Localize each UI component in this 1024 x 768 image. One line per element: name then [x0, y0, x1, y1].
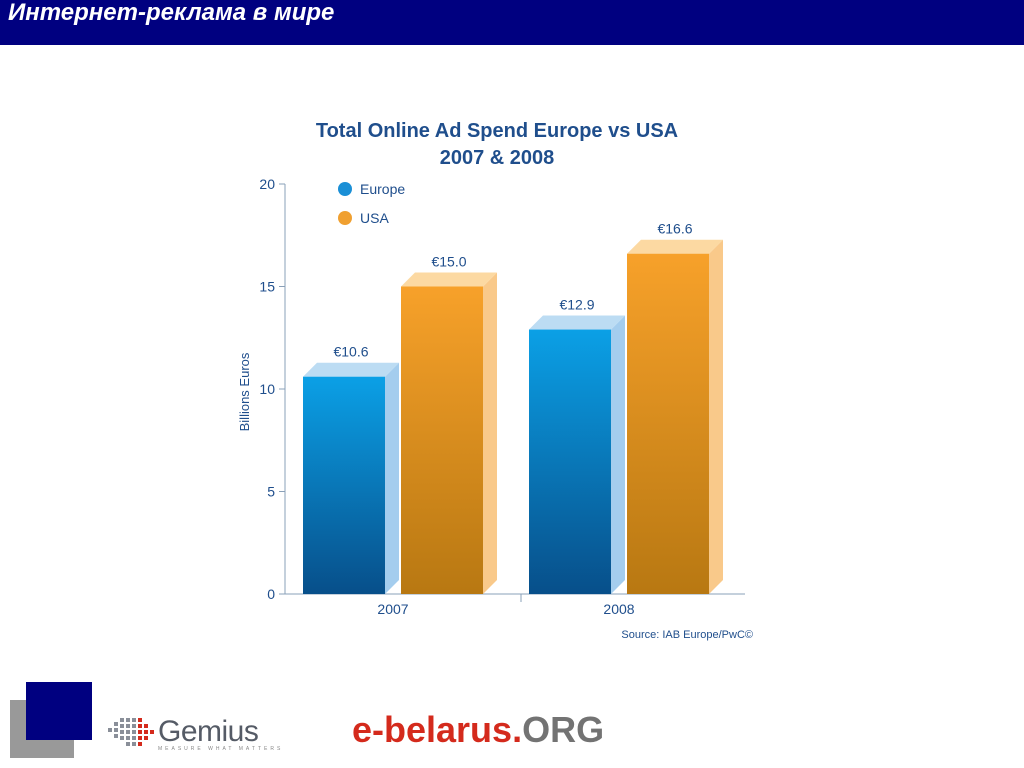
- legend-label-usa: USA: [360, 210, 389, 226]
- gemius-wordmark: Gemius: [158, 715, 259, 748]
- bar-side-usa: [709, 239, 723, 594]
- y-tick-label: 20: [259, 176, 275, 192]
- gemius-grid-icon: [108, 718, 154, 746]
- legend-marker-europe: [338, 182, 352, 196]
- legend-label-europe: Europe: [360, 181, 405, 197]
- bar-side-europe: [385, 362, 399, 594]
- gemius-tagline: MEASURE WHAT MATTERS: [158, 746, 284, 752]
- bar-europe: [529, 329, 611, 594]
- legend: Europe USA: [338, 181, 405, 226]
- data-label: €16.6: [657, 221, 692, 237]
- y-axis-label: Billions Euros: [237, 352, 252, 431]
- bar-top-usa: [627, 239, 723, 254]
- corner-decoration-navy: [26, 682, 92, 740]
- bars: €10.6 €15.0 €12.9 €16.6: [303, 221, 723, 594]
- bar-side-usa: [483, 272, 497, 594]
- bar-europe: [303, 376, 385, 594]
- y-tick-label: 15: [259, 279, 275, 295]
- bar-top-usa: [401, 272, 497, 287]
- chart-container: Total Online Ad Spend Europe vs USA 2007…: [215, 108, 775, 648]
- ebelarus-wordmark-org: ORG: [522, 709, 605, 750]
- source-note: Source: IAB Europe/PwC©: [621, 629, 753, 641]
- bar-usa: [627, 253, 709, 594]
- bar-side-europe: [611, 315, 625, 594]
- slide-title-bar: Интернет-реклама в мире: [0, 0, 1024, 45]
- ebelarus-logo: e-belarus.ORG: [352, 708, 604, 752]
- bar-top-europe: [303, 362, 399, 377]
- gemius-logo: Gemius MEASURE WHAT MATTERS: [106, 712, 280, 752]
- data-label: €10.6: [333, 344, 368, 360]
- data-label: €15.0: [431, 254, 466, 270]
- bar-usa: [401, 286, 483, 594]
- chart-title: Total Online Ad Spend Europe vs USA: [316, 120, 678, 142]
- data-label: €12.9: [559, 297, 594, 313]
- x-tick-label: 2008: [603, 601, 634, 617]
- y-tick-label: 0: [267, 586, 275, 602]
- x-tick-label: 2007: [377, 601, 408, 617]
- y-tick-label: 5: [267, 484, 275, 500]
- bar-chart: Total Online Ad Spend Europe vs USA 2007…: [237, 120, 753, 641]
- chart-subtitle: 2007 & 2008: [440, 147, 555, 169]
- y-tick-label: 10: [259, 381, 275, 397]
- legend-marker-usa: [338, 211, 352, 225]
- slide-title: Интернет-реклама в мире: [8, 0, 335, 26]
- ebelarus-wordmark-main: e-belarus.: [352, 709, 523, 750]
- bar-top-europe: [529, 315, 625, 330]
